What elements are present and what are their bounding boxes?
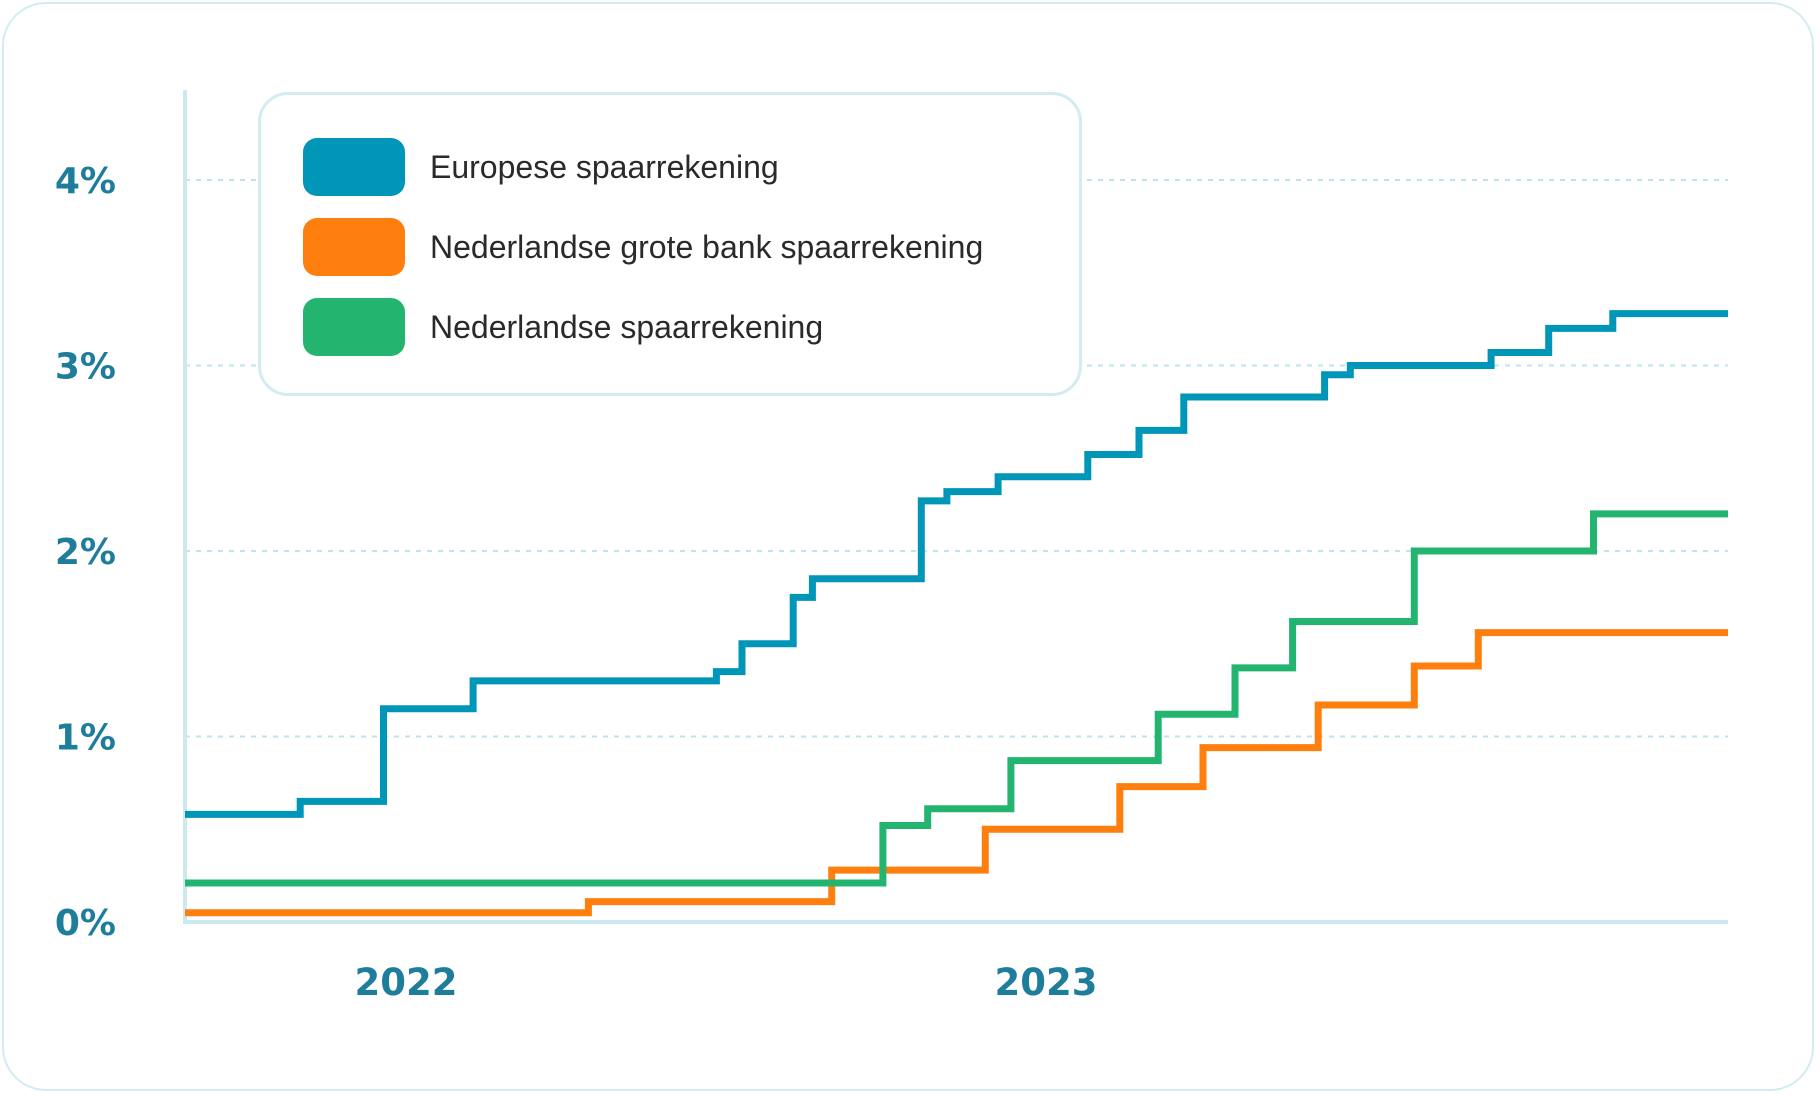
series-lines bbox=[185, 310, 1728, 917]
y-tick-label: 0% bbox=[55, 903, 116, 944]
series-line-0 bbox=[185, 310, 1728, 818]
series-line-1 bbox=[185, 629, 1728, 917]
legend-label-grote-bank: Nederlandse grote bank spaarrekening bbox=[430, 228, 984, 265]
legend: Europese spaarrekening Nederlandse grote… bbox=[258, 92, 1082, 396]
x-tick-label: 2023 bbox=[995, 961, 1098, 1004]
legend-swatch-europese bbox=[303, 138, 405, 196]
x-tick-label: 2022 bbox=[355, 961, 458, 1004]
y-tick-label: 1% bbox=[55, 718, 116, 759]
y-axis-ticks: 0% 1% 2% 3% 4% bbox=[55, 161, 116, 944]
legend-item-nederlandse: Nederlandse spaarrekening bbox=[303, 298, 823, 356]
legend-item-europese: Europese spaarrekening bbox=[303, 138, 779, 196]
legend-label-europese: Europese spaarrekening bbox=[430, 148, 779, 185]
legend-swatch-grote-bank bbox=[303, 218, 405, 276]
series-line-2 bbox=[185, 510, 1728, 887]
x-axis-ticks: 2022 2023 bbox=[355, 961, 1098, 1004]
legend-item-grote-bank: Nederlandse grote bank spaarrekening bbox=[303, 218, 983, 276]
y-tick-label: 4% bbox=[55, 161, 116, 202]
y-tick-label: 2% bbox=[55, 532, 116, 573]
axes bbox=[183, 90, 1728, 924]
legend-swatch-nederlandse bbox=[303, 298, 405, 356]
legend-label-nederlandse: Nederlandse spaarrekening bbox=[430, 308, 824, 345]
y-tick-label: 3% bbox=[55, 347, 116, 388]
